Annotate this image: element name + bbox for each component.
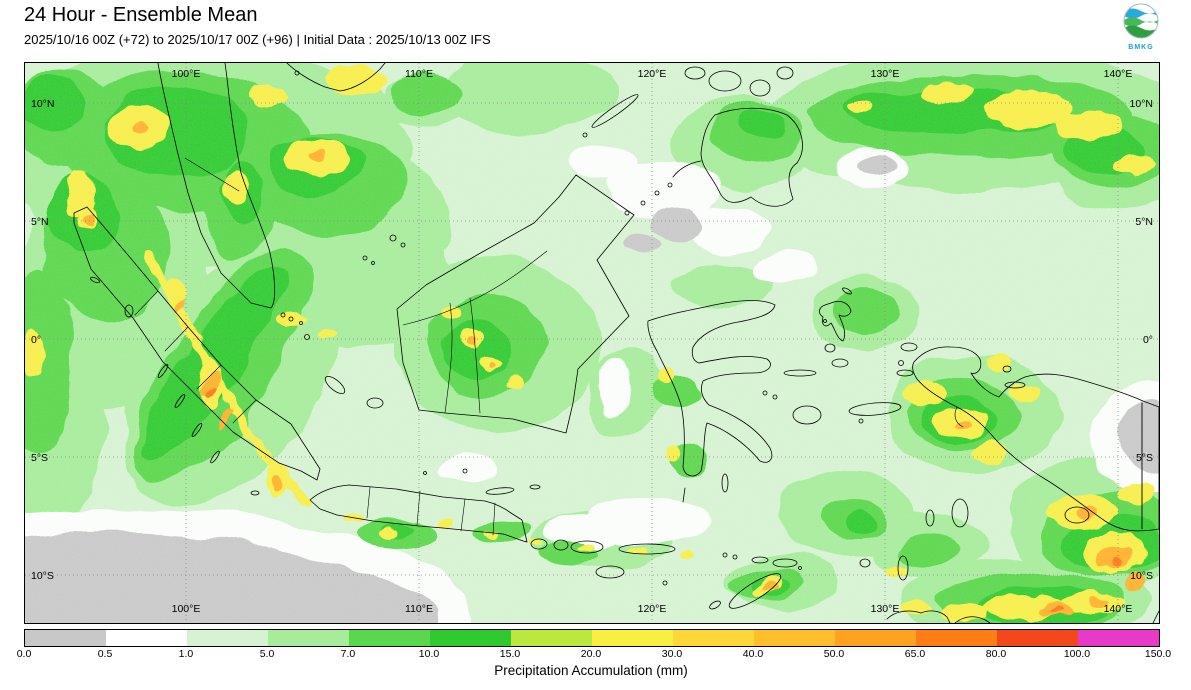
lon-label-bottom: 100°E xyxy=(172,603,201,615)
lon-label-top: 130°E xyxy=(871,68,900,80)
lon-label-bottom: 110°E xyxy=(405,603,433,615)
colorbar-segment xyxy=(1078,630,1159,646)
lat-label-left: 0° xyxy=(31,334,41,346)
lat-label-right: 5°N xyxy=(1135,216,1153,228)
colorbar-segment xyxy=(106,630,187,646)
colorbar-tick: 1.0 xyxy=(178,648,194,660)
lat-label-left: 10°S xyxy=(31,570,54,582)
colorbar-segment xyxy=(997,630,1078,646)
colorbar-segment xyxy=(430,630,511,646)
page-title: 24 Hour - Ensemble Mean xyxy=(24,4,258,26)
colorbar-segment xyxy=(592,630,673,646)
colorbar-segment xyxy=(349,630,430,646)
colorbar-tick: 20.0 xyxy=(580,648,602,660)
colorbar-segment xyxy=(187,630,268,646)
lat-label-right: 10°S xyxy=(1130,570,1153,582)
lat-label-left: 5°N xyxy=(31,216,49,228)
bmkg-logo: BMKG xyxy=(1118,2,1164,51)
colorbar-segment xyxy=(673,630,754,646)
colorbar-tick: 80.0 xyxy=(985,648,1007,660)
colorbar-tick: 65.0 xyxy=(904,648,926,660)
colorbar-segment xyxy=(754,630,835,646)
lon-label-top: 140°E xyxy=(1104,68,1133,80)
colorbar-tick: 100.0 xyxy=(1063,648,1091,660)
colorbar-tick: 30.0 xyxy=(661,648,683,660)
colorbar-segment xyxy=(268,630,349,646)
coastlines xyxy=(73,63,1159,623)
colorbar-ticks: 0.0 0.5 1.0 5.0 7.0 10.0 15.0 20.0 30.0 … xyxy=(17,648,1171,661)
colorbar-tick: 50.0 xyxy=(823,648,845,660)
lon-label-top: 120°E xyxy=(638,68,667,80)
lon-label-top: 110°E xyxy=(405,68,433,80)
colorbar-tick: 7.0 xyxy=(340,648,356,660)
colorbar-segment xyxy=(916,630,997,646)
colorbar-segment xyxy=(835,630,916,646)
colorbar-tick: 10.0 xyxy=(418,648,440,660)
noise-texture xyxy=(25,63,1159,623)
colorbar-tick: 5.0 xyxy=(259,648,275,660)
map-canvas: 100°E 110°E 120°E 130°E 140°E 100°E 110°… xyxy=(25,63,1159,623)
colorbar-segment xyxy=(25,630,106,646)
lat-label-left: 5°S xyxy=(31,452,48,464)
grid-lines xyxy=(25,63,1159,623)
lat-label-right: 10°N xyxy=(1130,98,1153,110)
lon-label-bottom: 120°E xyxy=(638,603,667,615)
lon-label-bottom: 130°E xyxy=(871,603,900,615)
bmkg-logo-label: BMKG xyxy=(1128,44,1154,51)
colorbar-tick: 0.5 xyxy=(97,648,113,660)
colorbar-tick: 40.0 xyxy=(742,648,764,660)
colorbar-tick: 0.0 xyxy=(16,648,32,660)
lat-label-right: 0° xyxy=(1143,334,1153,346)
colorbar-label: Precipitation Accumulation (mm) xyxy=(494,663,688,678)
lon-label-bottom: 140°E xyxy=(1104,603,1133,615)
lon-label-top: 100°E xyxy=(172,68,201,80)
colorbar-tick: 15.0 xyxy=(499,648,521,660)
bmkg-logo-icon xyxy=(1123,3,1159,39)
map-axis-labels: 100°E 110°E 120°E 130°E 140°E 100°E 110°… xyxy=(31,68,1153,615)
precipitation-map: 100°E 110°E 120°E 130°E 140°E 100°E 110°… xyxy=(24,62,1160,624)
lat-label-right: 5°S xyxy=(1136,452,1153,464)
page-subtitle: 2025/10/16 00Z (+72) to 2025/10/17 00Z (… xyxy=(24,32,491,47)
colorbar-segment xyxy=(511,630,592,646)
lat-label-left: 10°N xyxy=(31,98,54,110)
colorbar xyxy=(24,629,1160,647)
colorbar-tick: 150.0 xyxy=(1144,648,1172,660)
